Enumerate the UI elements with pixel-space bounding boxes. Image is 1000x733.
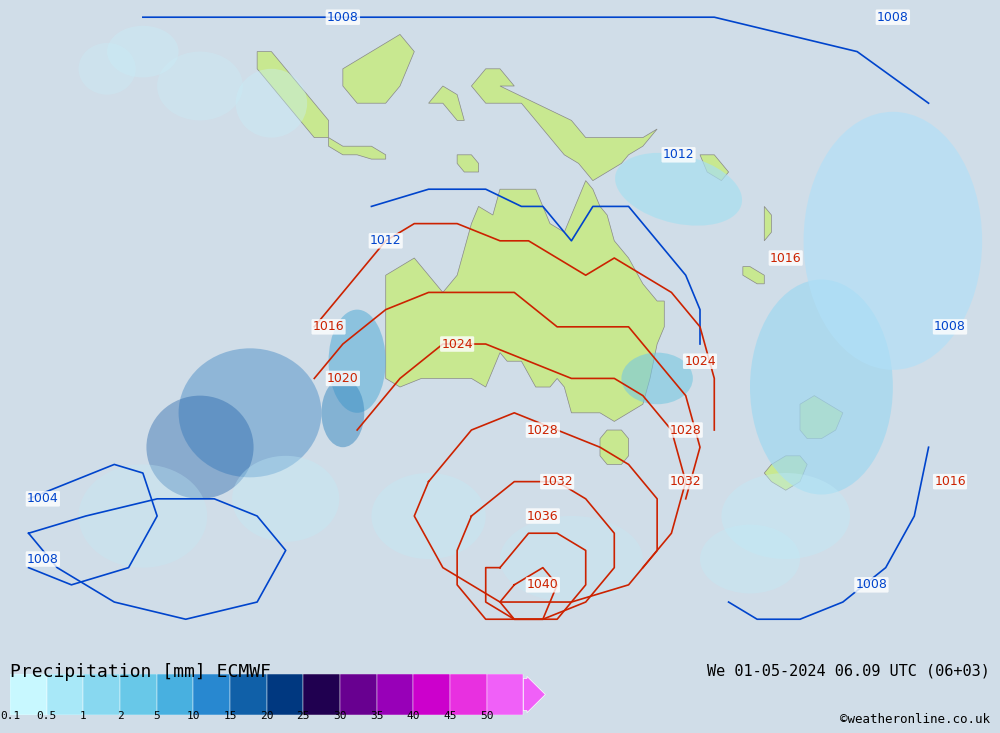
Bar (157, 674, 193, 715)
Text: 1012: 1012 (370, 235, 402, 247)
Ellipse shape (321, 378, 364, 447)
Ellipse shape (79, 43, 136, 95)
Text: 35: 35 (370, 711, 383, 721)
Text: 1008: 1008 (327, 11, 359, 23)
Text: 25: 25 (297, 711, 310, 721)
Text: 1004: 1004 (27, 493, 59, 505)
Text: 1040: 1040 (527, 578, 559, 592)
Polygon shape (764, 207, 771, 241)
Text: 1036: 1036 (527, 509, 559, 523)
Ellipse shape (157, 51, 243, 120)
Text: 1016: 1016 (934, 475, 966, 488)
Text: Precipitation [mm] ECMWF: Precipitation [mm] ECMWF (10, 663, 271, 682)
Text: 1028: 1028 (670, 424, 702, 437)
Text: 1: 1 (80, 711, 87, 721)
Bar (120, 674, 157, 715)
Bar (413, 674, 450, 715)
Bar (487, 674, 523, 715)
Bar (10, 674, 47, 715)
Bar (377, 674, 413, 715)
Bar (303, 674, 340, 715)
Ellipse shape (179, 348, 321, 477)
Ellipse shape (236, 69, 307, 138)
Ellipse shape (146, 396, 254, 499)
Polygon shape (429, 86, 464, 120)
Bar (47, 674, 83, 715)
Polygon shape (800, 396, 843, 438)
Text: 1032: 1032 (670, 475, 702, 488)
Text: 1032: 1032 (541, 475, 573, 488)
Polygon shape (471, 69, 657, 180)
Text: 1008: 1008 (934, 320, 966, 334)
Text: 20: 20 (260, 711, 273, 721)
FancyArrow shape (523, 677, 545, 712)
Text: 1008: 1008 (877, 11, 909, 23)
Text: 0.1: 0.1 (0, 711, 20, 721)
Ellipse shape (79, 465, 207, 567)
Ellipse shape (615, 152, 742, 226)
Text: 45: 45 (443, 711, 457, 721)
Ellipse shape (621, 353, 693, 404)
Text: 1008: 1008 (855, 578, 887, 592)
Ellipse shape (329, 309, 386, 413)
Ellipse shape (804, 112, 982, 370)
Ellipse shape (500, 516, 643, 602)
Bar (340, 674, 377, 715)
Text: 30: 30 (333, 711, 347, 721)
Polygon shape (257, 51, 329, 138)
Text: 1012: 1012 (663, 148, 694, 161)
Bar (450, 674, 487, 715)
Polygon shape (457, 155, 479, 172)
Text: 15: 15 (223, 711, 237, 721)
Text: 1024: 1024 (441, 337, 473, 350)
Bar (267, 674, 303, 715)
Polygon shape (743, 267, 764, 284)
Text: 1028: 1028 (527, 424, 559, 437)
Text: 5: 5 (153, 711, 160, 721)
Ellipse shape (750, 279, 893, 495)
Polygon shape (386, 180, 664, 421)
Ellipse shape (371, 473, 486, 559)
Polygon shape (343, 34, 414, 103)
Ellipse shape (721, 473, 850, 559)
Text: 1020: 1020 (327, 372, 359, 385)
Polygon shape (329, 138, 386, 159)
Bar (193, 674, 230, 715)
Text: 2: 2 (117, 711, 123, 721)
Text: 40: 40 (407, 711, 420, 721)
Polygon shape (600, 430, 629, 465)
Text: We 01-05-2024 06.09 UTC (06+03): We 01-05-2024 06.09 UTC (06+03) (707, 663, 990, 678)
Text: ©weatheronline.co.uk: ©weatheronline.co.uk (840, 712, 990, 726)
Text: 1016: 1016 (313, 320, 344, 334)
Polygon shape (764, 456, 807, 490)
Ellipse shape (107, 26, 179, 78)
Ellipse shape (232, 456, 339, 542)
Ellipse shape (700, 525, 800, 594)
Text: 1008: 1008 (27, 553, 59, 566)
Text: 10: 10 (187, 711, 200, 721)
Bar (83, 674, 120, 715)
Text: 1024: 1024 (684, 355, 716, 368)
Text: 0.5: 0.5 (37, 711, 57, 721)
Polygon shape (700, 155, 729, 180)
Text: 1016: 1016 (770, 251, 802, 265)
Bar (230, 674, 267, 715)
Text: 50: 50 (480, 711, 493, 721)
